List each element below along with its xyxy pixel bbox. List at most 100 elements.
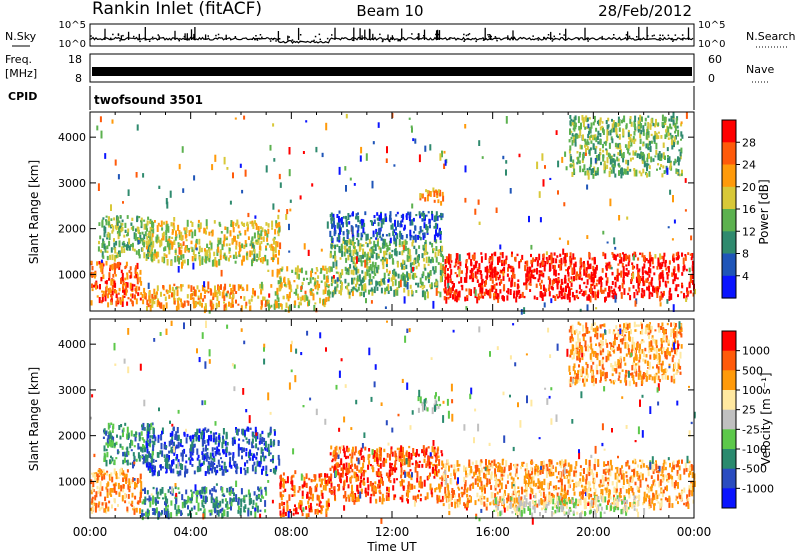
data-pixel <box>155 487 158 495</box>
data-pixel <box>140 487 143 494</box>
data-pixel <box>400 214 403 219</box>
data-pixel <box>198 289 201 293</box>
data-pixel <box>153 301 156 305</box>
data-pixel <box>624 168 627 175</box>
data-pixel <box>510 281 513 288</box>
data-pixel <box>675 118 678 125</box>
data-pixel <box>673 140 675 148</box>
data-pixel <box>123 295 126 298</box>
data-pixel <box>690 235 693 241</box>
data-pixel <box>128 478 131 486</box>
data-pixel <box>677 266 680 269</box>
data-pixel <box>614 246 617 250</box>
data-pixel <box>152 221 155 227</box>
data-pixel <box>211 497 214 500</box>
data-pixel <box>390 224 393 230</box>
data-pixel <box>452 285 454 291</box>
data-pixel <box>220 284 222 290</box>
data-pixel <box>547 260 550 263</box>
data-pixel <box>273 430 276 436</box>
data-pixel <box>109 432 112 439</box>
data-pixel <box>373 219 376 224</box>
nsearch-point <box>112 33 114 36</box>
data-pixel <box>141 456 144 458</box>
data-pixel <box>177 266 180 273</box>
nsearch-point <box>563 34 565 36</box>
data-pixel <box>424 496 427 501</box>
data-pixel <box>355 289 358 292</box>
data-pixel <box>217 240 220 245</box>
data-pixel <box>456 274 459 278</box>
data-pixel <box>105 508 108 514</box>
data-pixel <box>279 491 282 498</box>
data-pixel <box>267 269 270 272</box>
data-pixel <box>613 288 616 292</box>
data-pixel <box>277 229 280 237</box>
data-pixel <box>260 438 263 443</box>
data-pixel <box>535 257 538 261</box>
data-pixel <box>207 465 209 473</box>
data-pixel <box>168 440 171 447</box>
data-pixel <box>248 451 250 458</box>
data-pixel <box>422 271 425 276</box>
data-pixel <box>396 478 398 481</box>
data-pixel <box>278 173 281 180</box>
data-pixel <box>132 225 135 232</box>
data-pixel <box>203 489 206 493</box>
data-pixel <box>406 277 409 281</box>
data-pixel <box>216 446 219 452</box>
data-pixel <box>118 287 121 292</box>
data-pixel <box>607 292 610 298</box>
data-pixel <box>429 284 432 288</box>
data-pixel <box>241 243 244 249</box>
data-pixel <box>260 281 263 289</box>
data-pixel <box>99 262 102 269</box>
data-pixel <box>393 235 396 241</box>
data-pixel <box>151 233 154 238</box>
data-pixel <box>97 503 100 508</box>
data-pixel <box>383 272 386 279</box>
data-pixel <box>206 289 209 293</box>
data-pixel <box>357 239 360 247</box>
data-pixel <box>608 153 611 159</box>
data-pixel <box>255 259 258 262</box>
data-pixel <box>402 272 405 276</box>
data-pixel <box>139 473 142 480</box>
data-pixel <box>217 459 220 465</box>
data-pixel <box>661 271 664 278</box>
data-pixel <box>338 464 341 468</box>
data-pixel <box>277 440 280 446</box>
data-pixel <box>427 211 430 214</box>
data-pixel <box>372 141 375 145</box>
data-pixel <box>405 452 408 456</box>
data-pixel <box>125 460 128 463</box>
data-pixel <box>682 265 685 272</box>
data-pixel <box>129 462 132 465</box>
data-pixel <box>421 290 424 298</box>
data-pixel <box>583 269 586 276</box>
data-pixel <box>672 279 675 285</box>
data-pixel <box>558 237 561 240</box>
data-pixel <box>402 275 405 281</box>
data-pixel <box>337 216 340 223</box>
data-pixel <box>206 253 209 261</box>
data-pixel <box>359 292 362 297</box>
data-pixel <box>569 145 572 151</box>
data-pixel <box>636 291 639 296</box>
data-pixel <box>607 125 610 129</box>
data-pixel <box>516 283 519 290</box>
data-pixel <box>234 461 237 464</box>
data-pixel <box>553 264 556 270</box>
data-pixel <box>105 431 108 436</box>
data-pixel <box>148 428 151 435</box>
data-pixel <box>261 227 264 233</box>
data-pixel <box>332 245 335 249</box>
data-pixel <box>191 451 194 456</box>
data-pixel <box>121 219 124 223</box>
data-pixel <box>166 462 168 469</box>
data-pixel <box>666 147 669 152</box>
data-pixel <box>460 276 463 284</box>
data-pixel <box>652 286 655 291</box>
data-pixel <box>408 249 411 256</box>
data-pixel <box>143 234 146 240</box>
